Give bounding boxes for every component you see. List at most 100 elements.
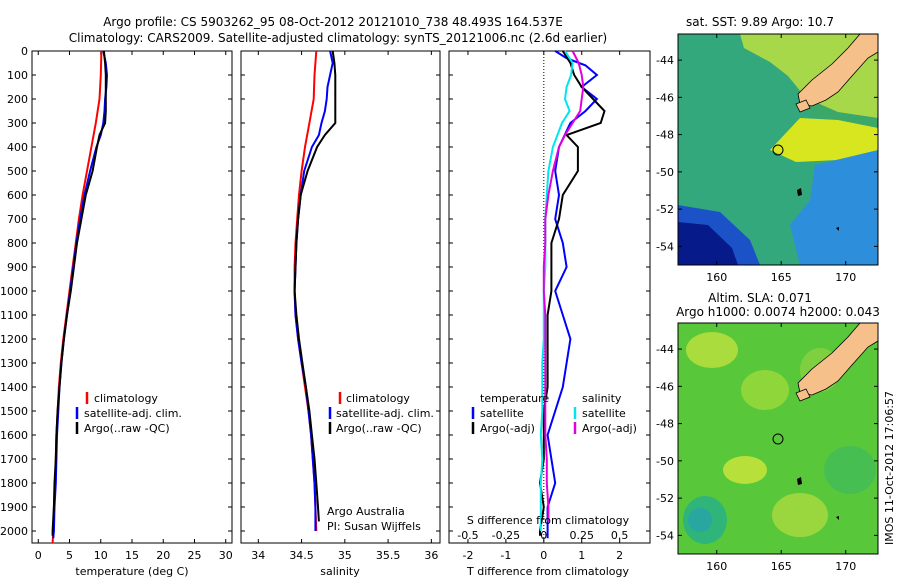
salinity-x-axis: 34 34.5 35 35.5 36 bbox=[251, 51, 438, 562]
lat-tick-label: -50 bbox=[656, 166, 674, 179]
depth-tick-label: 600 bbox=[7, 189, 28, 202]
depth-tick-label: 1100 bbox=[0, 309, 28, 322]
temperature-xlabel: temperature (deg C) bbox=[75, 565, 188, 578]
temperature-x-axis: 0 5 10 15 20 25 30 bbox=[35, 51, 233, 562]
sst-map bbox=[678, 34, 878, 265]
campbell-island-marker bbox=[836, 516, 839, 520]
salinity-tick-label: 35.5 bbox=[376, 549, 401, 562]
depth-tick-label: 1900 bbox=[0, 501, 28, 514]
depth-tick-label: 1700 bbox=[0, 453, 28, 466]
float-position-marker bbox=[772, 433, 784, 445]
stewart-island bbox=[795, 99, 811, 113]
sst-coldest-sw bbox=[678, 222, 738, 265]
temperature-argo-line bbox=[51, 50, 107, 536]
depth-tick-label: 700 bbox=[7, 213, 28, 226]
auckland-island-marker bbox=[797, 188, 802, 196]
lon-tick-label: 160 bbox=[706, 560, 727, 573]
temperature-tick-label: 30 bbox=[219, 549, 233, 562]
lon-tick-label: 170 bbox=[835, 560, 856, 573]
sla-high-patch bbox=[686, 332, 738, 368]
sla-map-title1: Altim. SLA: 0.071 bbox=[708, 291, 812, 305]
depth-tick-label: 1000 bbox=[0, 285, 28, 298]
pi-note: PI: Susan Wijffels bbox=[327, 520, 421, 533]
sst-cool-east bbox=[790, 150, 878, 265]
legend-salinity-header: salinity bbox=[582, 392, 622, 405]
sst-front bbox=[770, 118, 878, 165]
temperature-tick-label: 25 bbox=[188, 549, 202, 562]
sst-map-axes: -44 -46 -48 -50 -52 -54 160 165 170 bbox=[656, 34, 878, 284]
salinity-xlabel: salinity bbox=[320, 565, 360, 578]
depth-tick-label: 1800 bbox=[0, 477, 28, 490]
lat-tick-label: -48 bbox=[656, 418, 674, 431]
depth-axis: 0 100 200 300 400 500 600 700 800 900 1000 1100 1200… bbox=[0, 45, 650, 538]
depth-tick-label: 400 bbox=[7, 141, 28, 154]
legend-satellite-label: satellite-adj. clim. bbox=[336, 407, 434, 420]
salinity-tick-label: 34 bbox=[251, 549, 265, 562]
s-difference-tick-label: 0.5 bbox=[611, 529, 629, 542]
stewart-island bbox=[795, 388, 811, 402]
depth-tick-label: 300 bbox=[7, 117, 28, 130]
legend-climatology-label: climatology bbox=[94, 392, 158, 405]
lon-tick-label: 170 bbox=[835, 271, 856, 284]
s-difference-tick-label: -0.25 bbox=[492, 529, 520, 542]
depth-tick-label: 900 bbox=[7, 261, 28, 274]
depth-tick-label: 1400 bbox=[0, 381, 28, 394]
sla-high-patch bbox=[772, 493, 828, 537]
depth-tick-label: 1300 bbox=[0, 357, 28, 370]
legend-s-argo-label: Argo(-adj) bbox=[582, 422, 637, 435]
s-difference-label: S difference from climatology bbox=[467, 514, 630, 527]
s-difference-tick-label: 0 bbox=[540, 529, 547, 542]
legend-argo-label: Argo(..raw -QC) bbox=[336, 422, 422, 435]
sla-map-title2: Argo h1000: 0.0074 h2000: 0.043 bbox=[676, 305, 880, 319]
legend-temperature-header: temperature bbox=[480, 392, 549, 405]
salinity-axes bbox=[240, 50, 441, 544]
lon-tick-label: 160 bbox=[706, 271, 727, 284]
salinity-tick-label: 36 bbox=[424, 549, 438, 562]
t-difference-tick-label: -1 bbox=[500, 549, 511, 562]
s-difference-tick-label: -0.5 bbox=[457, 529, 478, 542]
float-position-marker bbox=[772, 144, 784, 156]
legend-t-argo-label: Argo(-adj) bbox=[480, 422, 535, 435]
sla-high-patch bbox=[741, 370, 789, 410]
legend-satellite-label: satellite-adj. clim. bbox=[84, 407, 182, 420]
depth-tick-label: 1200 bbox=[0, 333, 28, 346]
temperature-axes bbox=[31, 50, 233, 544]
t-difference-tick-label: -2 bbox=[462, 549, 473, 562]
campbell-island-marker bbox=[836, 227, 839, 231]
lat-tick-label: -50 bbox=[656, 455, 674, 468]
lat-tick-label: -52 bbox=[656, 203, 674, 216]
legend-t-satellite-label: satellite bbox=[480, 407, 524, 420]
salinity-tick-label: 34.5 bbox=[289, 549, 314, 562]
lat-tick-label: -54 bbox=[656, 529, 674, 542]
depth-tick-label: 200 bbox=[7, 93, 28, 106]
t-difference-tick-label: 0 bbox=[540, 549, 547, 562]
salinity-tick-label: 35 bbox=[338, 549, 352, 562]
t-difference-tick-label: 1 bbox=[578, 549, 585, 562]
temperature-tick-label: 20 bbox=[156, 549, 170, 562]
difference-legend: temperature salinity satellite Argo(-adj… bbox=[471, 392, 637, 435]
difference-xlabel: T difference from climatology bbox=[466, 565, 629, 578]
lat-tick-label: -46 bbox=[656, 91, 674, 104]
depth-tick-label: 2000 bbox=[0, 525, 28, 538]
sla-low-patch bbox=[688, 508, 712, 532]
lat-tick-label: -46 bbox=[656, 380, 674, 393]
argo-australia-note: Argo Australia bbox=[327, 505, 405, 518]
imos-watermark: IMOS 11-Oct-2012 17:06:57 bbox=[883, 391, 896, 545]
difference-series bbox=[538, 50, 606, 539]
lat-tick-label: -52 bbox=[656, 492, 674, 505]
lon-tick-label: 165 bbox=[771, 560, 792, 573]
temperature-tick-label: 10 bbox=[94, 549, 108, 562]
salinity-argo-line bbox=[293, 50, 337, 522]
depth-tick-label: 500 bbox=[7, 165, 28, 178]
temperature-tick-label: 0 bbox=[35, 549, 42, 562]
sst-map-title: sat. SST: 9.89 Argo: 10.7 bbox=[686, 15, 834, 29]
lat-tick-label: -44 bbox=[656, 343, 674, 356]
depth-tick-label: 1500 bbox=[0, 405, 28, 418]
lat-tick-label: -54 bbox=[656, 240, 674, 253]
temperature-climatology-line bbox=[51, 50, 103, 544]
t-argo-diff-line bbox=[538, 50, 606, 536]
temperature-tick-label: 15 bbox=[125, 549, 139, 562]
sla-low-patch bbox=[824, 446, 876, 494]
s-difference-top-axis: -0.5 -0.25 0 0.25 0.5 bbox=[457, 529, 628, 542]
